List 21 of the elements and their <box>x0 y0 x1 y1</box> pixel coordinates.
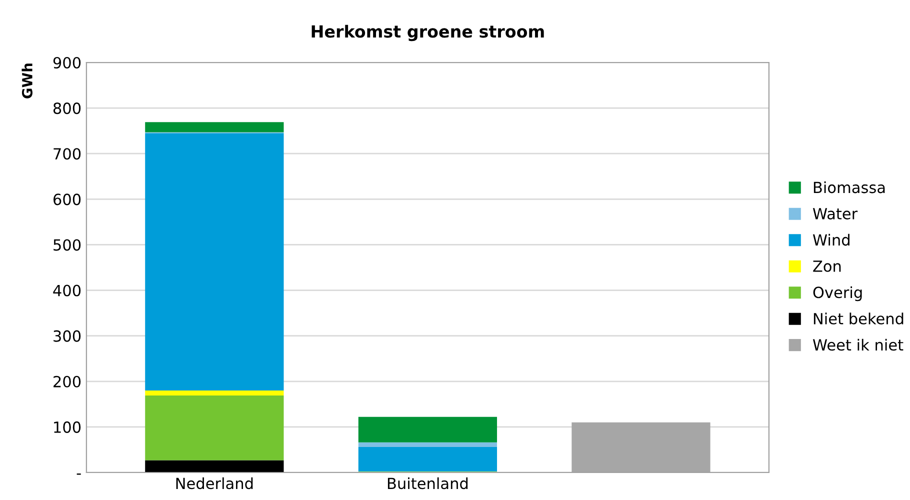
y-tick-label: 700 <box>54 148 81 160</box>
legend-label: Wind <box>812 234 850 246</box>
y-tick-label: 100 <box>54 421 81 433</box>
y-tick-label: 300 <box>54 330 81 342</box>
legend-label: Weet ik niet <box>812 338 904 351</box>
y-tick-label: 500 <box>54 239 81 251</box>
y-tick-label: 800 <box>53 102 81 114</box>
y-tick-label: 400 <box>53 284 81 296</box>
y-tick-label: 200 <box>54 376 81 388</box>
y-tick-label: 600 <box>53 194 81 206</box>
x-tick-label: Buitenland <box>388 477 468 490</box>
y-axis-title: GWh <box>22 64 32 98</box>
legend-label: Biomassa <box>814 181 885 194</box>
legend-label: Overig <box>813 286 862 302</box>
chart-title: Herkomst groene stroom <box>312 24 544 42</box>
y-tick-label: - <box>76 474 81 475</box>
y-tick-label: 900 <box>53 56 81 69</box>
legend-label: Zon <box>813 260 841 272</box>
legend-label: Water <box>812 208 858 220</box>
legend-label: Niet bekend <box>814 312 904 324</box>
x-tick-label: Nederland <box>176 477 253 490</box>
